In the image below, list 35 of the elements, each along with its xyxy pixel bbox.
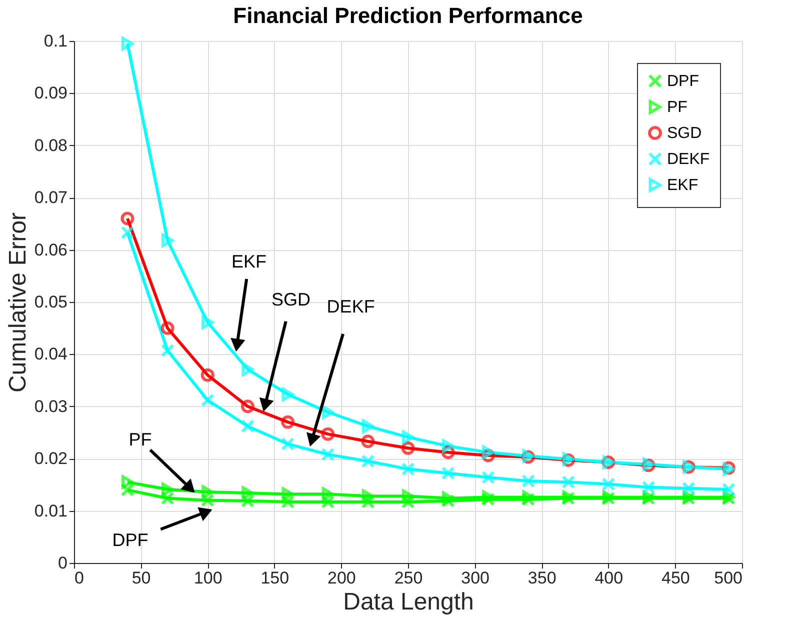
annotation: EKF [231,251,266,272]
x-tick-label: 500 [714,568,742,588]
chart-title: Financial Prediction Performance [233,3,583,28]
annotation: PF [128,429,152,450]
legend-label: DEKF [667,151,710,168]
y-tick-label: 0.07 [34,188,68,208]
x-tick-label: 0 [74,568,84,588]
y-tick-label: 0.1 [44,32,68,50]
legend-label: SGD [667,125,702,142]
y-axis-title: Cumulative Error [4,212,32,393]
x-tick-label: 50 [132,568,151,588]
x-tick-label: 350 [528,568,556,588]
y-tick-label: 0.01 [34,501,68,520]
legend-label: DPF [667,73,700,90]
x-tick-label: 100 [194,568,222,588]
y-tick-label: 0.03 [34,396,68,416]
x-tick-label: 300 [461,568,490,588]
y-tick-label: 0.02 [34,449,68,468]
annotation: DEKF [326,296,375,316]
y-tick-label: 0.08 [34,136,68,155]
y-tick-label: 0.06 [34,240,68,260]
y-tick-label: 0 [58,554,68,572]
x-tick-label: 150 [260,568,290,588]
annotation: DPF [112,530,148,550]
x-tick-label: 250 [394,568,423,588]
annotation: SGD [272,289,311,310]
y-tick-label: 0.05 [34,292,68,312]
x-tick-label: 400 [594,568,624,588]
x-axis-title: Data Length [343,588,474,616]
x-tick-label: 200 [328,568,356,588]
y-tick-label: 0.09 [34,84,68,103]
y-tick-label: 0.04 [34,344,68,364]
legend-label: PF [667,99,688,116]
legend-label: EKF [667,177,698,194]
x-tick-label: 450 [662,568,690,588]
